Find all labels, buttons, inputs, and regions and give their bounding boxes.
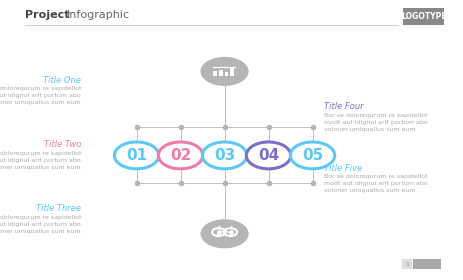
Bar: [225, 72, 228, 76]
Text: Bor se dolorequrum re sapidellot
modt aut idignul arit portum abo
voloner umiqua: Bor se dolorequrum re sapidellot modt au…: [0, 215, 81, 234]
Text: Bor se dolorequrum re sapidellot
modt aut idignul arit portum abo
voloner umiqua: Bor se dolorequrum re sapidellot modt au…: [324, 174, 428, 193]
Text: Title Four: Title Four: [324, 102, 364, 111]
Circle shape: [202, 142, 247, 169]
Circle shape: [290, 142, 335, 169]
Text: Bor se dolorequrum re sapidellot
modt aut idignul arit portum abo
voloner umiqua: Bor se dolorequrum re sapidellot modt au…: [0, 86, 81, 105]
Text: Project: Project: [25, 10, 70, 20]
Text: Infographic: Infographic: [67, 10, 130, 20]
FancyBboxPatch shape: [403, 8, 444, 25]
Text: Bor se dolorequrum re sapidellot
modt aut idignul arit portum abo
voloner umiqua: Bor se dolorequrum re sapidellot modt au…: [324, 113, 428, 132]
Text: 1: 1: [405, 262, 409, 267]
Text: 03: 03: [214, 148, 235, 163]
Text: Title Two: Title Two: [44, 140, 81, 149]
Text: 05: 05: [302, 148, 323, 163]
Bar: [413, 259, 441, 269]
Text: Title Three: Title Three: [36, 204, 81, 213]
Bar: [213, 71, 217, 76]
Circle shape: [114, 142, 159, 169]
Text: Title Five: Title Five: [324, 164, 363, 173]
Bar: [402, 259, 412, 269]
Text: 02: 02: [170, 148, 191, 163]
Text: Bor se dolorequrum re sapidellot
modt aut idignul arit portum abo
voloner umiqua: Bor se dolorequrum re sapidellot modt au…: [0, 151, 81, 170]
Text: Title One: Title One: [43, 76, 81, 85]
Bar: [230, 67, 234, 76]
Text: 04: 04: [258, 148, 279, 163]
Bar: [219, 70, 223, 76]
Circle shape: [158, 142, 203, 169]
Text: 01: 01: [126, 148, 147, 163]
Circle shape: [200, 219, 249, 248]
Text: LOGOTYPE: LOGOTYPE: [401, 12, 446, 21]
Circle shape: [200, 57, 249, 86]
Circle shape: [246, 142, 291, 169]
